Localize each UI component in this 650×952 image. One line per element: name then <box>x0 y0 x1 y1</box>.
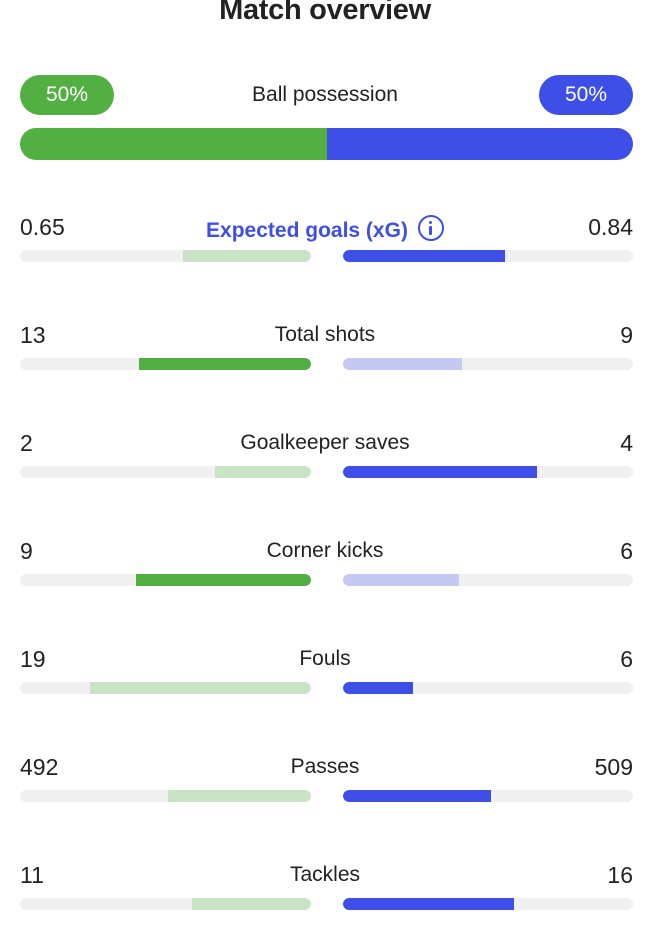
home-bar-fill <box>89 682 311 694</box>
home-value: 9 <box>20 538 33 564</box>
home-bar-track <box>20 790 311 802</box>
stat-label: Goalkeeper saves <box>0 431 650 455</box>
away-bar-fill <box>343 898 515 910</box>
away-bar-fill <box>343 358 462 370</box>
away-bar-track <box>343 682 633 694</box>
away-bar-fill <box>343 790 491 802</box>
away-value: 4 <box>620 430 633 456</box>
away-value: 509 <box>594 754 633 780</box>
home-bar-track <box>20 466 311 478</box>
stat-row: 11 Tackles 16 <box>0 862 650 952</box>
away-bar-track <box>343 790 633 802</box>
stat-label-text: Corner kicks <box>266 539 384 562</box>
possession-bar <box>20 128 633 160</box>
stat-label-text: Passes <box>290 755 360 778</box>
stat-label-text: Tackles <box>289 863 361 886</box>
away-bar-track <box>343 250 633 262</box>
home-possession-fill <box>20 128 327 160</box>
stat-label: Corner kicks <box>0 539 650 563</box>
home-value: 2 <box>20 430 33 456</box>
stat-label: Tackles <box>0 863 650 887</box>
home-bar-track <box>20 574 311 586</box>
home-bar-fill <box>139 358 311 370</box>
stat-label-text: Expected goals (xG) <box>206 219 408 242</box>
away-value: 6 <box>620 646 633 672</box>
home-possession-badge: 50% <box>20 75 114 115</box>
home-value: 19 <box>20 646 46 672</box>
home-bar-track <box>20 898 311 910</box>
home-bar-fill <box>182 250 311 262</box>
home-bar-track <box>20 358 311 370</box>
away-possession-fill <box>326 128 633 160</box>
info-icon[interactable] <box>417 215 444 241</box>
away-value: 6 <box>620 538 633 564</box>
away-value: 16 <box>607 862 633 888</box>
stat-row: 0.65 Expected goals (xG) 0.84 <box>0 214 650 304</box>
stat-label[interactable]: Expected goals (xG) <box>0 215 650 243</box>
section-title: Match overview <box>219 0 431 26</box>
home-bar-fill <box>168 790 311 802</box>
stat-row: 9 Corner kicks 6 <box>0 538 650 628</box>
stat-row: 2 Goalkeeper saves 4 <box>0 430 650 520</box>
home-bar-track <box>20 682 311 694</box>
home-value: 13 <box>20 322 46 348</box>
home-value: 492 <box>20 754 59 780</box>
stat-label: Passes <box>0 755 650 779</box>
stat-label: Fouls <box>0 647 650 671</box>
home-bar-track <box>20 250 311 262</box>
stat-label: Total shots <box>0 323 650 347</box>
away-bar-track <box>343 898 633 910</box>
away-bar-track <box>343 466 633 478</box>
away-bar-fill <box>343 250 506 262</box>
stat-label-text: Total shots <box>274 323 376 346</box>
away-value: 9 <box>620 322 633 348</box>
away-bar-track <box>343 358 633 370</box>
home-value: 11 <box>20 862 44 888</box>
stat-label-text: Fouls <box>299 647 351 670</box>
stat-label-text: Goalkeeper saves <box>240 431 410 454</box>
home-value: 0.65 <box>20 214 65 240</box>
away-bar-track <box>343 574 633 586</box>
home-bar-fill <box>214 466 311 478</box>
away-possession-badge: 50% <box>539 75 633 115</box>
away-bar-fill <box>343 466 538 478</box>
stat-row: 13 Total shots 9 <box>0 322 650 412</box>
stat-row: 19 Fouls 6 <box>0 646 650 736</box>
stat-row: 492 Passes 509 <box>0 754 650 844</box>
home-bar-fill <box>191 898 311 910</box>
home-bar-fill <box>136 574 311 586</box>
away-value: 0.84 <box>588 214 633 240</box>
possession-label: Ball possession <box>252 83 398 106</box>
away-bar-fill <box>343 574 459 586</box>
away-bar-fill <box>343 682 413 694</box>
